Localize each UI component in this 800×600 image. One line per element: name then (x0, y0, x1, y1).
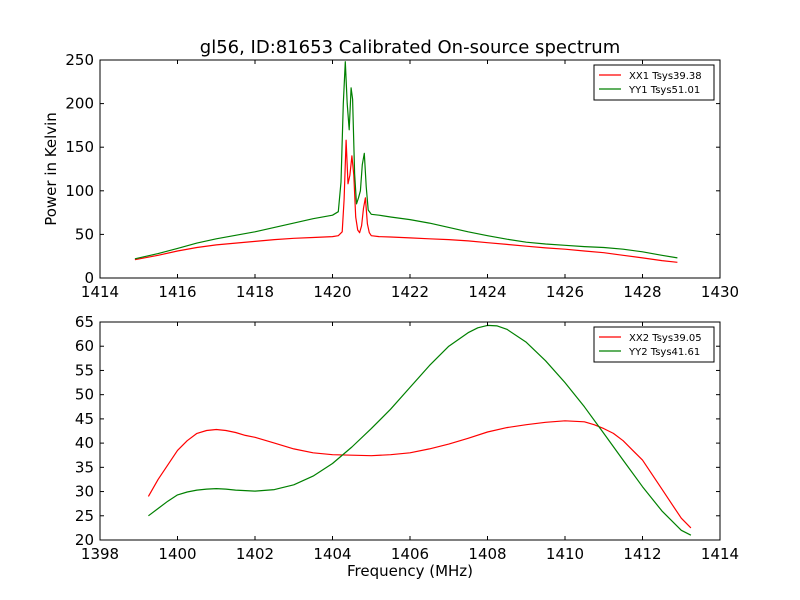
legend: XX1 Tsys39.38 YY1 Tsys51.01 (593, 64, 715, 101)
legend-box (593, 64, 715, 101)
y-tick-label: 35 (75, 458, 94, 476)
bottom-plot: 1398 1400 1402 1404 1406 1408 1410 1412 1414 20 25… (75, 313, 739, 580)
y-tick-label: 55 (75, 361, 94, 379)
chart-title: gl56, ID:81653 Calibrated On-source spec… (200, 37, 620, 58)
legend-label: XX2 Tsys39.05 (629, 333, 702, 344)
x-tick-label: 1414 (701, 545, 739, 563)
legend-box (593, 326, 715, 363)
legend: XX2 Tsys39.05 YY2 Tsys41.61 (593, 326, 715, 363)
x-tick-label: 1422 (391, 283, 429, 301)
x-tick-label: 1430 (701, 283, 739, 301)
y-tick-label: 50 (75, 225, 94, 243)
x-tick-label: 1426 (546, 283, 584, 301)
x-tick-label: 1428 (623, 283, 661, 301)
y-tick-label: 50 (75, 386, 94, 404)
x-tick-label: 1412 (623, 545, 661, 563)
y-tick-label: 25 (75, 507, 94, 525)
y-tick-label: 200 (65, 95, 94, 113)
x-tick-label: 1404 (313, 545, 351, 563)
y-tick-label: 100 (65, 182, 94, 200)
x-tick-label: 1406 (391, 545, 429, 563)
x-tick-label: 1414 (81, 283, 119, 301)
y-tick-label: 45 (75, 410, 94, 428)
y-tick-label: 250 (65, 51, 94, 69)
x-tick-label: 1400 (158, 545, 196, 563)
series-line-yy (134, 61, 678, 260)
x-tick-label: 1408 (468, 545, 506, 563)
top-plot: 1414 1416 1418 1420 1422 1424 1426 1428 1430 0 50 1… (42, 51, 739, 301)
x-tick-label: 1398 (81, 545, 119, 563)
y-tick-label: 20 (75, 531, 94, 549)
y-tick-label: 150 (65, 138, 94, 156)
series-line-yy (148, 324, 692, 536)
legend-label: YY1 Tsys51.01 (628, 85, 700, 96)
y-tick-label: 65 (75, 313, 94, 331)
y-axis-label: Power in Kelvin (42, 112, 60, 226)
x-tick-label: 1424 (468, 283, 506, 301)
series-line-xx (134, 139, 678, 263)
y-tick-label: 0 (84, 269, 94, 287)
x-tick-label: 1410 (546, 545, 584, 563)
legend-label: YY2 Tsys41.61 (628, 347, 700, 358)
x-tick-label: 1402 (236, 545, 274, 563)
legend-label: XX1 Tsys39.38 (629, 71, 702, 82)
x-tick-label: 1416 (158, 283, 196, 301)
series-line-xx (147, 420, 692, 529)
y-tick-label: 60 (75, 337, 94, 355)
x-tick-label: 1418 (236, 283, 274, 301)
x-axis-label: Frequency (MHz) (347, 562, 473, 580)
y-tick-label: 30 (75, 483, 94, 501)
y-tick-label: 40 (75, 434, 94, 452)
x-tick-label: 1420 (313, 283, 351, 301)
